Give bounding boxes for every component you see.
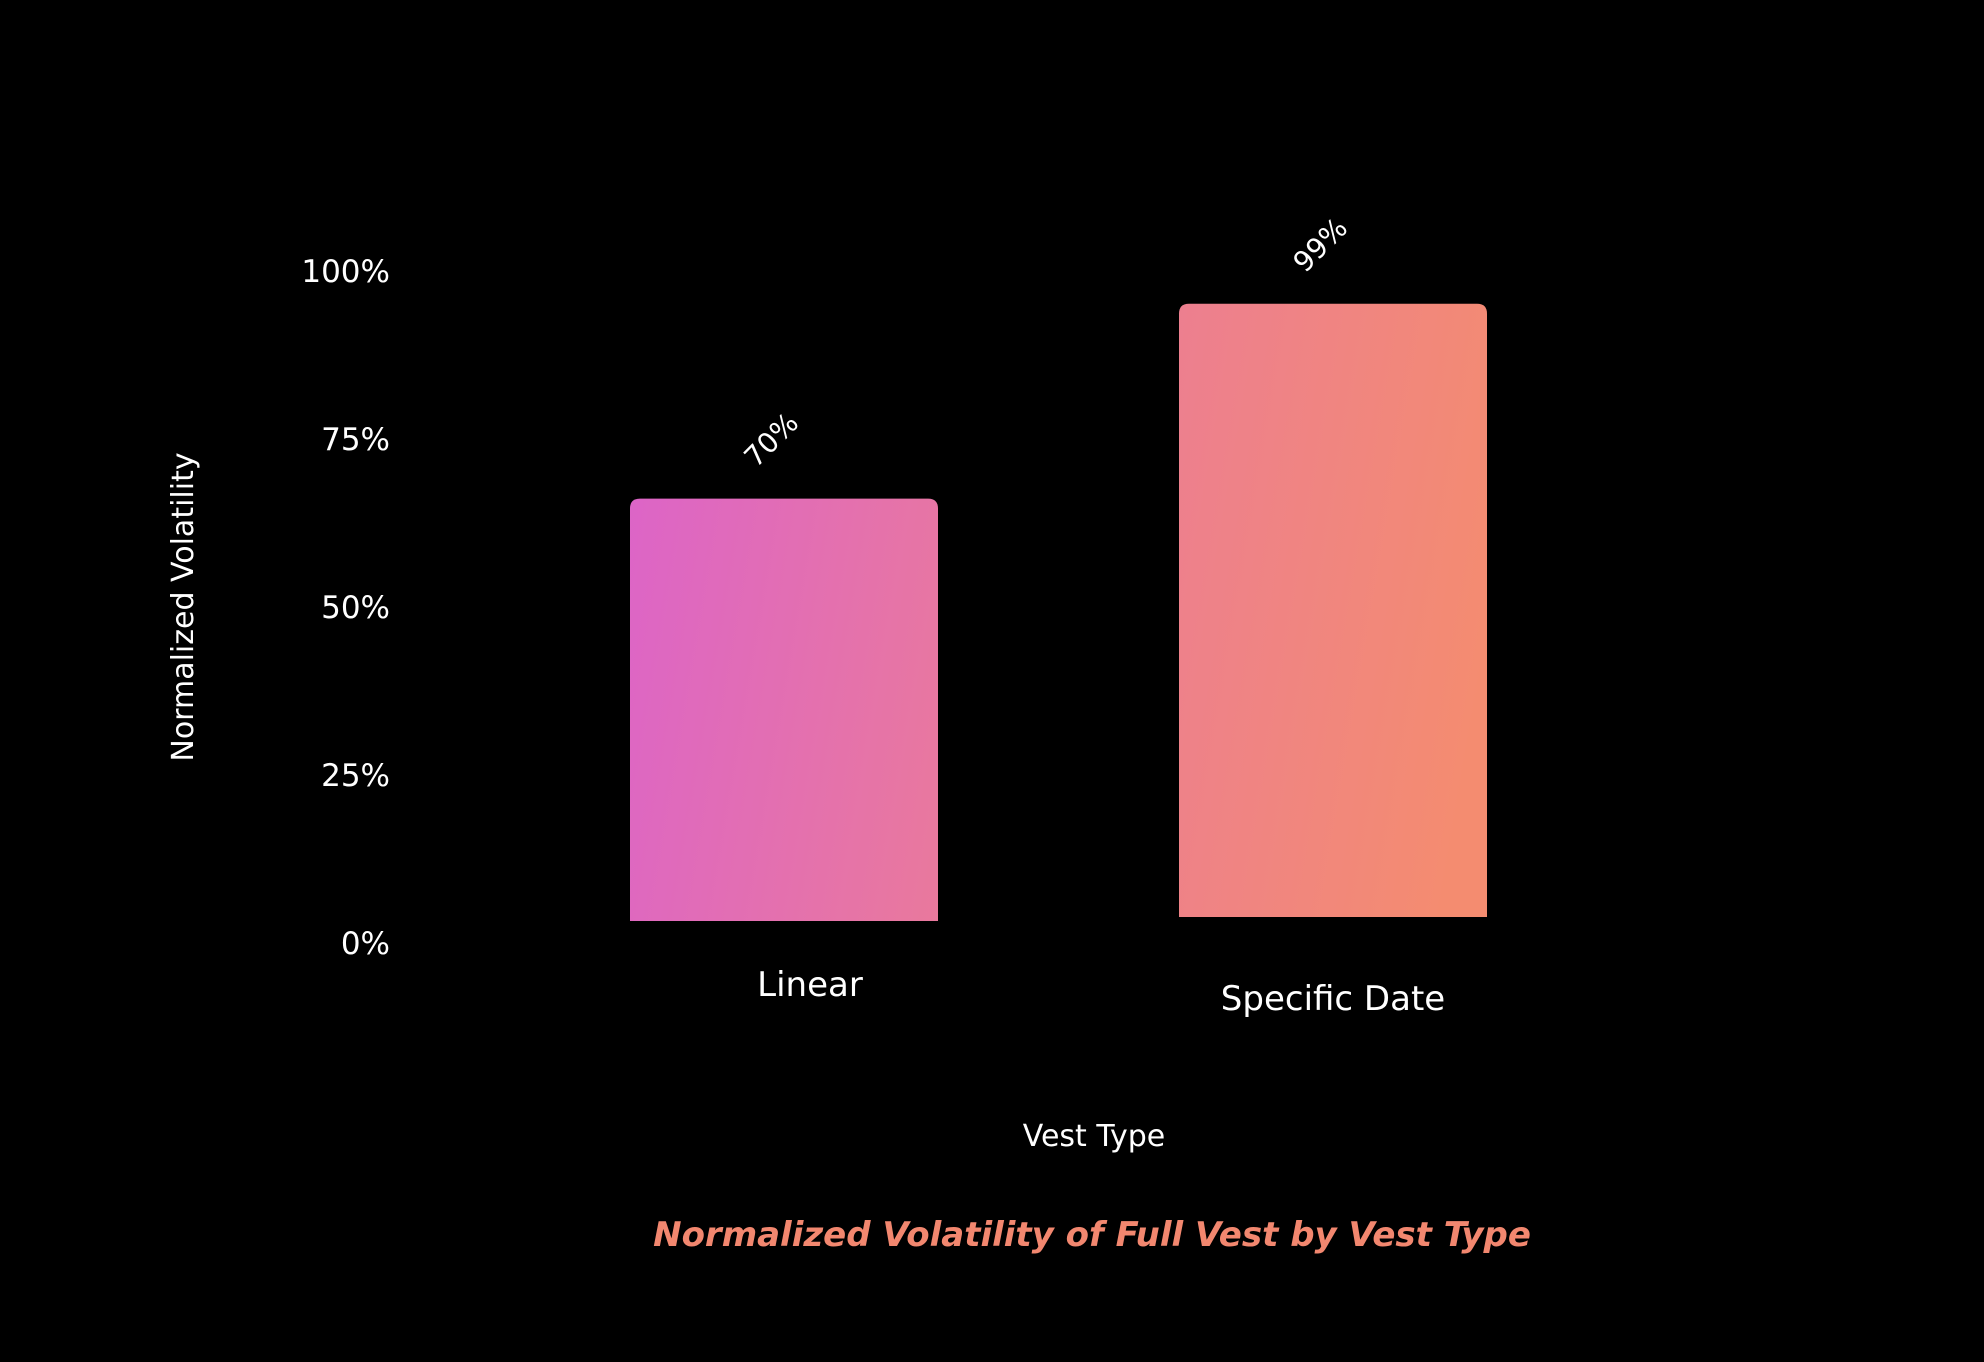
- y-axis-title: Normalized Volatility: [166, 452, 201, 761]
- y-axis-ticks: 0% 25% 50% 75% 100%: [301, 254, 390, 962]
- y-tick-label: 25%: [321, 758, 390, 794]
- y-tick-label: 100%: [301, 254, 390, 290]
- bar-value-label: 99%: [1287, 211, 1354, 278]
- bar-value-label: 70%: [738, 406, 805, 473]
- x-axis-title: Vest Type: [1023, 1119, 1166, 1154]
- x-category-label: Specific Date: [1221, 979, 1445, 1019]
- y-tick-label: 0%: [341, 926, 390, 962]
- bar-linear: [630, 498, 938, 921]
- x-category-label: Linear: [757, 965, 863, 1005]
- bars: 70% 99%: [630, 211, 1487, 921]
- y-tick-label: 50%: [321, 590, 390, 626]
- x-axis-category-labels: Linear Specific Date: [757, 965, 1445, 1019]
- y-tick-label: 75%: [321, 422, 390, 458]
- bar-specific-date: [1179, 303, 1487, 918]
- chart-title: Normalized Volatility of Full Vest by Ve…: [653, 1215, 1531, 1255]
